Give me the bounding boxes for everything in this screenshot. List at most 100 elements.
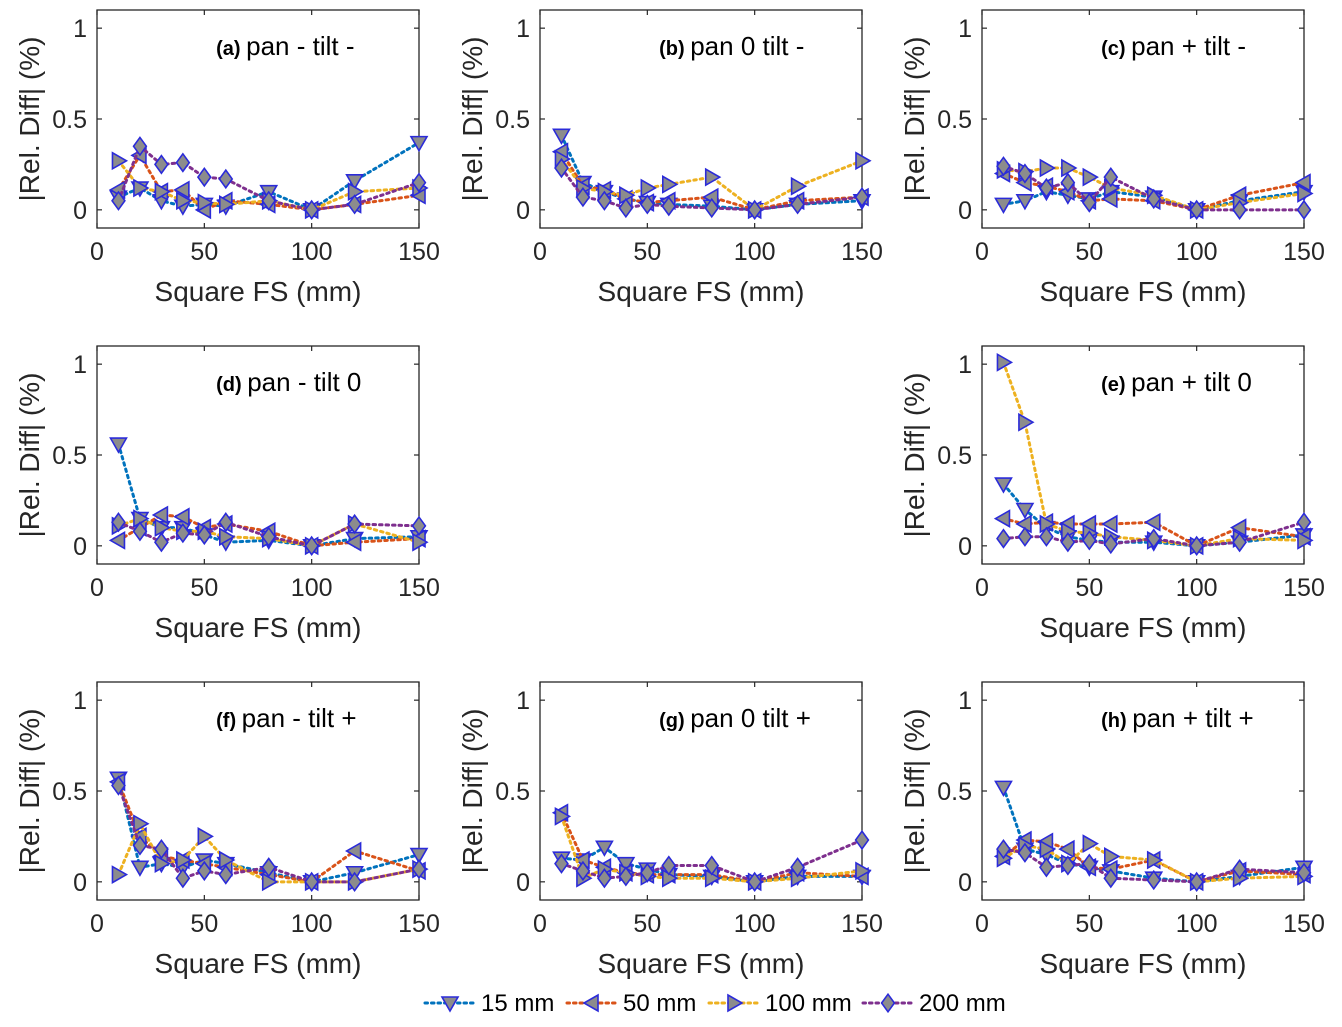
- data-point: [855, 151, 872, 171]
- data-point: [996, 528, 1011, 549]
- data-point: [173, 180, 190, 200]
- series-line: [559, 150, 864, 212]
- data-point: [790, 857, 805, 878]
- series-200-mm: [996, 512, 1312, 556]
- panel-e: 0 50 100 150 0 0.5 1 Square FS (mm) |Rel. Diff| …: [899, 345, 1325, 643]
- y-tick-label: 0: [958, 533, 972, 561]
- panel-b: 0 50 100 150 0 0.5 1 Square FS (mm) |Rel. Diff| …: [457, 9, 883, 307]
- data-point: [304, 535, 320, 556]
- y-tick-label: 0.5: [937, 778, 972, 806]
- data-point: [661, 196, 677, 217]
- data-point: [304, 199, 320, 220]
- data-point: [661, 175, 679, 194]
- x-tick-label: 50: [1075, 574, 1103, 602]
- x-tick-label: 50: [190, 238, 218, 266]
- data-point: [1232, 532, 1247, 553]
- x-axis-label: Square FS (mm): [598, 948, 805, 979]
- data-point: [130, 860, 150, 877]
- x-axis-label: Square FS (mm): [1040, 276, 1247, 307]
- x-tick-label: 100: [291, 238, 333, 266]
- x-tick-label: 0: [975, 238, 989, 266]
- data-point: [344, 532, 362, 552]
- y-tick-label: 0.5: [52, 778, 87, 806]
- data-point: [1146, 850, 1164, 870]
- data-point: [618, 197, 634, 219]
- x-tick-label: 150: [1283, 574, 1325, 602]
- series-line: [1001, 520, 1306, 548]
- y-axis-label: |Rel. Diff| (%): [457, 37, 488, 202]
- x-tick-label: 0: [975, 910, 989, 938]
- data-point: [790, 194, 805, 215]
- x-tick-label: 100: [291, 574, 333, 602]
- data-point: [1018, 412, 1035, 432]
- data-point: [412, 532, 429, 552]
- data-point: [1294, 173, 1311, 192]
- series-line: [1001, 164, 1306, 212]
- data-point: [218, 512, 234, 533]
- data-point: [1232, 199, 1247, 220]
- x-tick-label: 50: [190, 574, 218, 602]
- legend-entry: 15 mm: [423, 990, 554, 1017]
- data-point: [154, 154, 169, 175]
- x-tick-label: 50: [1075, 238, 1103, 266]
- series-line: [116, 513, 421, 548]
- data-point: [132, 835, 148, 856]
- data-point: [1104, 847, 1121, 866]
- data-point: [996, 352, 1014, 372]
- data-point: [1081, 853, 1097, 874]
- data-point: [994, 780, 1013, 797]
- panel-title: (g) pan 0 tilt +: [659, 703, 811, 733]
- data-point: [1060, 172, 1076, 193]
- data-point: [176, 850, 193, 870]
- panel-title-text: pan 0 tilt -: [690, 31, 804, 61]
- panel-f: 0 50 100 150 0 0.5 1 Square FS (mm) |Rel. Diff| …: [14, 681, 440, 979]
- series-line: [559, 838, 864, 884]
- legend-entry: 100 mm: [707, 990, 852, 1017]
- x-tick-label: 0: [533, 238, 547, 266]
- data-point: [347, 513, 362, 535]
- y-tick-label: 1: [73, 687, 87, 715]
- data-point: [1039, 158, 1057, 178]
- series-line: [1001, 172, 1306, 212]
- data-point: [1015, 502, 1035, 520]
- series-line: [1001, 838, 1306, 884]
- data-point: [197, 193, 214, 212]
- data-point: [196, 860, 212, 882]
- panel-title-text: pan - tilt +: [242, 703, 357, 733]
- legend-marker: [727, 993, 744, 1013]
- x-tick-label: 150: [398, 238, 440, 266]
- x-tick-label: 0: [90, 910, 104, 938]
- y-tick-label: 1: [958, 15, 972, 43]
- panel-title: (e) pan + tilt 0: [1101, 367, 1252, 397]
- legend-entry: 200 mm: [861, 990, 1006, 1017]
- data-point: [854, 829, 870, 851]
- data-point: [219, 195, 236, 214]
- legend-label: 15 mm: [481, 990, 554, 1017]
- y-tick-label: 0.5: [52, 442, 87, 470]
- x-tick-label: 100: [734, 238, 776, 266]
- y-tick-label: 0: [73, 533, 87, 561]
- data-point: [575, 860, 591, 882]
- series-line: [559, 845, 864, 884]
- y-tick-label: 0.5: [52, 106, 87, 134]
- data-point: [575, 186, 591, 208]
- panel-tag: (f): [216, 710, 242, 732]
- data-point: [554, 157, 569, 179]
- data-point: [1296, 512, 1312, 533]
- x-tick-label: 50: [190, 910, 218, 938]
- data-point: [154, 532, 169, 553]
- series-200-mm: [111, 775, 427, 892]
- data-point: [1082, 834, 1099, 854]
- data-point: [218, 864, 234, 885]
- y-axis-label: |Rel. Diff| (%): [14, 37, 45, 202]
- y-tick-label: 0.5: [495, 778, 530, 806]
- data-point: [154, 854, 172, 874]
- data-point: [1146, 528, 1162, 549]
- data-point: [1189, 535, 1205, 556]
- data-point: [347, 871, 362, 892]
- series-200-mm: [111, 512, 427, 556]
- data-point: [996, 838, 1011, 860]
- series-line: [116, 159, 421, 212]
- data-point: [132, 521, 148, 542]
